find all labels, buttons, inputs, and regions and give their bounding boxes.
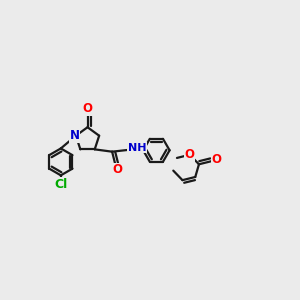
Text: NH: NH	[128, 143, 146, 153]
Text: N: N	[69, 129, 80, 142]
Text: O: O	[212, 153, 222, 167]
Text: O: O	[185, 148, 195, 161]
Text: O: O	[82, 102, 92, 116]
Text: O: O	[112, 163, 122, 176]
Text: Cl: Cl	[54, 178, 68, 191]
